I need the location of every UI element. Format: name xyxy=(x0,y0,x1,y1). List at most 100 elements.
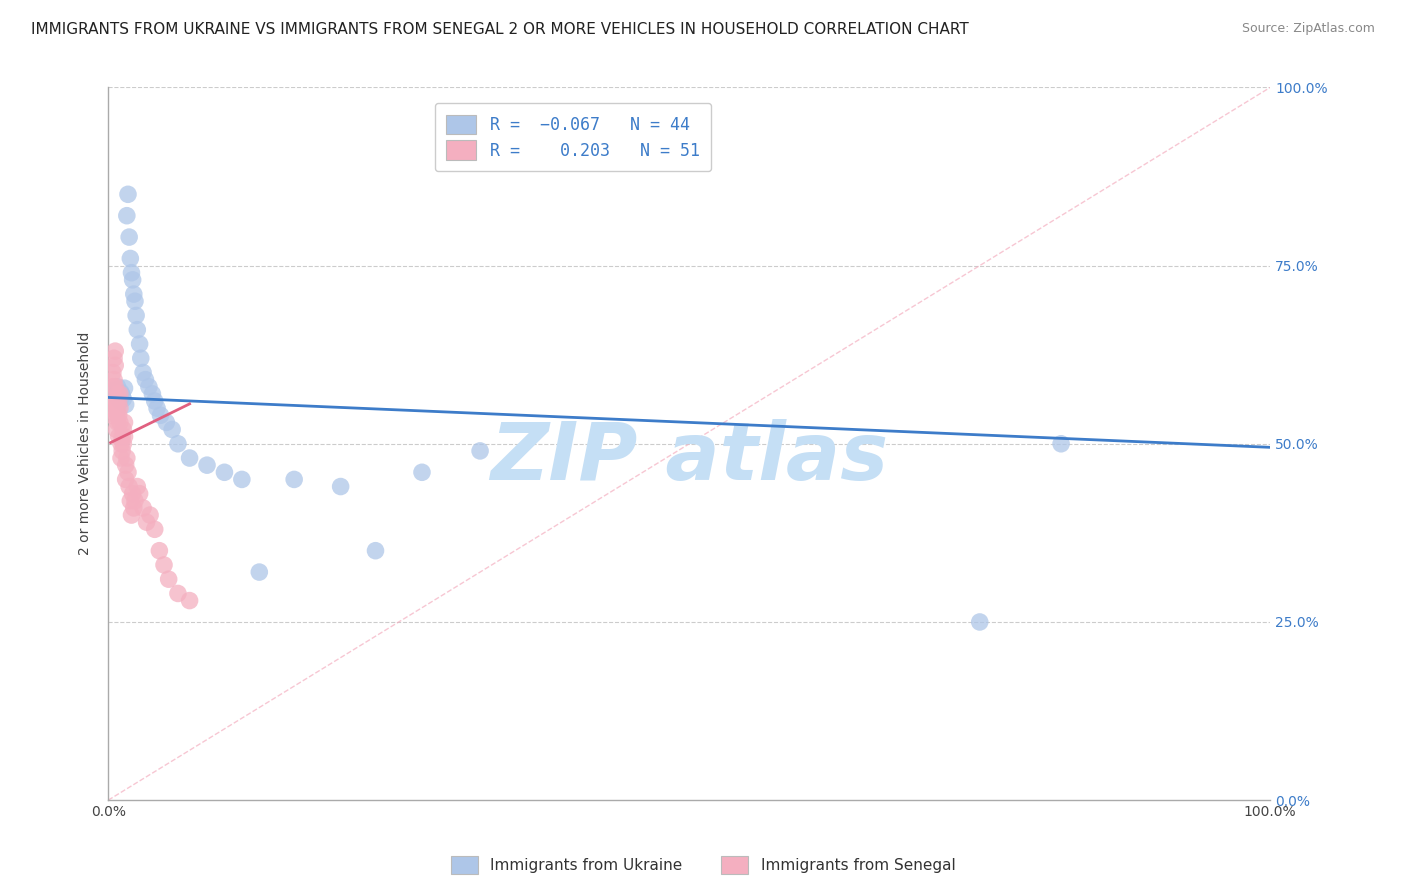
Point xyxy=(107,391,129,405)
Point xyxy=(114,472,136,486)
Point xyxy=(179,593,201,607)
Point xyxy=(155,416,177,430)
Point xyxy=(103,373,125,387)
Point xyxy=(329,479,352,493)
Point xyxy=(110,437,132,451)
Point xyxy=(121,508,143,522)
Point xyxy=(231,472,253,486)
Point xyxy=(148,543,170,558)
Point xyxy=(157,572,180,586)
Point xyxy=(132,500,155,515)
Point xyxy=(110,385,132,400)
Point xyxy=(128,337,150,351)
Legend: Immigrants from Ukraine, Immigrants from Senegal: Immigrants from Ukraine, Immigrants from… xyxy=(444,850,962,880)
Point xyxy=(103,394,125,409)
Point xyxy=(124,294,146,309)
Point xyxy=(149,409,172,423)
Point xyxy=(105,394,128,409)
Point xyxy=(111,444,134,458)
Point xyxy=(112,437,135,451)
Point xyxy=(110,450,132,465)
Y-axis label: 2 or more Vehicles in Household: 2 or more Vehicles in Household xyxy=(79,332,93,556)
Point xyxy=(114,381,136,395)
Point xyxy=(121,486,143,500)
Point xyxy=(128,486,150,500)
Point xyxy=(129,351,152,366)
Point xyxy=(127,323,149,337)
Point xyxy=(111,430,134,444)
Point xyxy=(114,416,136,430)
Point xyxy=(105,384,128,398)
Point xyxy=(969,615,991,629)
Point xyxy=(135,515,157,529)
Text: Source: ZipAtlas.com: Source: ZipAtlas.com xyxy=(1241,22,1375,36)
Point xyxy=(124,493,146,508)
Point xyxy=(115,450,138,465)
Point xyxy=(103,351,125,366)
Point xyxy=(115,209,138,223)
Point xyxy=(101,366,124,380)
Point xyxy=(146,401,169,416)
Point xyxy=(121,273,143,287)
Point xyxy=(108,394,131,409)
Point xyxy=(118,230,141,244)
Point xyxy=(108,401,131,416)
Point xyxy=(105,409,128,423)
Point xyxy=(107,394,129,409)
Point xyxy=(141,387,163,401)
Point xyxy=(112,392,135,406)
Legend: R =  −0.067   N = 44, R =    0.203   N = 51: R = −0.067 N = 44, R = 0.203 N = 51 xyxy=(434,103,711,171)
Point xyxy=(139,508,162,522)
Point xyxy=(120,252,142,266)
Point xyxy=(107,409,129,423)
Point xyxy=(104,359,127,373)
Point xyxy=(121,266,143,280)
Point xyxy=(100,401,122,416)
Point xyxy=(107,387,129,401)
Point xyxy=(122,500,145,515)
Point xyxy=(160,423,183,437)
Point xyxy=(100,409,122,423)
Point xyxy=(105,423,128,437)
Point xyxy=(179,450,201,465)
Point xyxy=(134,373,156,387)
Point xyxy=(122,287,145,301)
Point xyxy=(107,380,129,394)
Point xyxy=(214,465,236,479)
Point xyxy=(103,387,125,401)
Point xyxy=(117,465,139,479)
Point xyxy=(107,401,129,416)
Point xyxy=(118,479,141,493)
Point xyxy=(120,493,142,508)
Point xyxy=(411,465,433,479)
Point xyxy=(108,416,131,430)
Point xyxy=(195,458,218,472)
Point xyxy=(107,416,129,430)
Point xyxy=(143,522,166,536)
Point xyxy=(125,309,148,323)
Point xyxy=(111,388,134,402)
Point xyxy=(117,187,139,202)
Point xyxy=(247,565,270,579)
Point xyxy=(114,398,136,412)
Point xyxy=(132,366,155,380)
Point xyxy=(143,394,166,409)
Point xyxy=(364,543,387,558)
Point xyxy=(283,472,305,486)
Point xyxy=(112,423,135,437)
Point xyxy=(167,586,190,600)
Point xyxy=(1050,437,1073,451)
Point xyxy=(153,558,176,572)
Point xyxy=(127,479,149,493)
Text: ZIP atlas: ZIP atlas xyxy=(491,419,889,497)
Point xyxy=(167,437,190,451)
Point xyxy=(104,380,127,394)
Point xyxy=(104,344,127,359)
Point xyxy=(468,444,491,458)
Point xyxy=(107,430,129,444)
Point xyxy=(101,380,124,394)
Point xyxy=(108,387,131,401)
Point xyxy=(114,430,136,444)
Point xyxy=(114,458,136,472)
Point xyxy=(138,380,160,394)
